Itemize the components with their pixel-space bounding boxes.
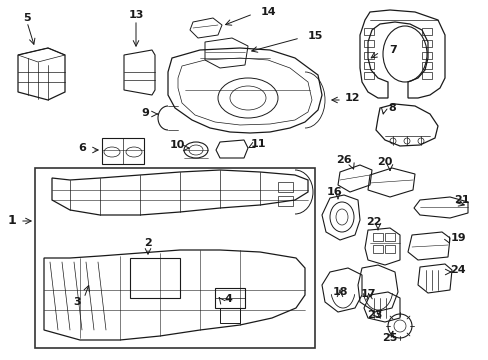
Text: 17: 17 bbox=[360, 289, 375, 299]
Text: 22: 22 bbox=[366, 217, 381, 227]
Text: 3: 3 bbox=[73, 297, 81, 307]
Text: 24: 24 bbox=[449, 265, 465, 275]
Text: 14: 14 bbox=[260, 7, 275, 17]
Text: 9: 9 bbox=[141, 108, 149, 118]
Text: 16: 16 bbox=[326, 187, 342, 197]
Text: 18: 18 bbox=[331, 287, 347, 297]
Text: 13: 13 bbox=[128, 10, 143, 20]
Text: 12: 12 bbox=[344, 93, 359, 103]
Text: 15: 15 bbox=[306, 31, 322, 41]
Text: 20: 20 bbox=[377, 157, 392, 167]
Text: 4: 4 bbox=[224, 294, 231, 304]
Text: 8: 8 bbox=[387, 103, 395, 113]
Text: 25: 25 bbox=[382, 333, 397, 343]
Text: 10: 10 bbox=[169, 140, 184, 150]
Text: 21: 21 bbox=[453, 195, 469, 205]
Text: 23: 23 bbox=[366, 310, 382, 320]
Text: 2: 2 bbox=[144, 238, 152, 248]
Text: 26: 26 bbox=[336, 155, 351, 165]
Text: 6: 6 bbox=[78, 143, 86, 153]
Text: 7: 7 bbox=[388, 45, 396, 55]
Text: 1: 1 bbox=[8, 213, 16, 226]
Text: 11: 11 bbox=[250, 139, 265, 149]
Text: 19: 19 bbox=[449, 233, 465, 243]
Text: 5: 5 bbox=[23, 13, 31, 23]
